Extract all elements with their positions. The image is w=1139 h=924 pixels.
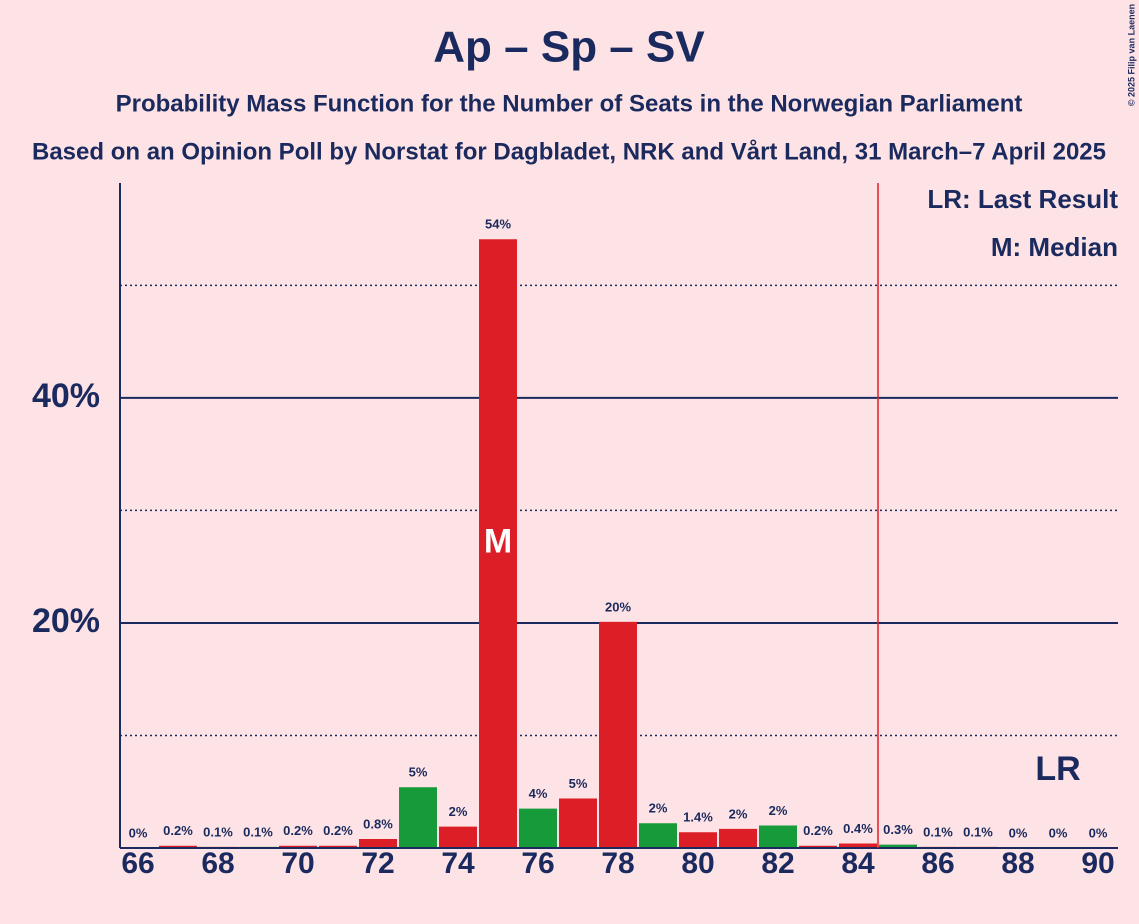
legend-entry: LR: Last Result [927,184,1118,214]
bar [839,843,877,848]
bar [319,845,357,848]
bar [439,826,477,848]
value-label: 0.3% [883,822,913,837]
median-marker: M [484,523,512,561]
bar [599,621,637,848]
value-label: 0% [1009,825,1028,840]
bar [559,798,597,848]
value-label: 0% [1089,825,1108,840]
x-tick-label: 80 [681,847,714,880]
value-label: 0.1% [963,824,993,839]
bar [359,838,397,848]
y-tick-label: 40% [32,377,100,415]
x-tick-label: 68 [201,847,234,880]
value-label: 2% [649,801,668,816]
value-label: 0.2% [323,823,353,838]
legend-entry: M: Median [991,232,1118,262]
last-result-marker: LR [1035,750,1080,788]
value-label: 2% [449,804,468,819]
value-label: 0.1% [923,824,953,839]
value-label: 1.4% [683,810,713,825]
value-label: 0.4% [843,821,873,836]
value-label: 0% [129,825,148,840]
chart-title: Ap – Sp – SV [433,23,705,72]
copyright: © 2025 Filip van Laenen [1126,4,1136,106]
value-label: 54% [485,217,511,232]
value-label: 5% [569,776,588,791]
x-tick-label: 76 [521,847,554,880]
x-tick-label: 70 [281,847,314,880]
bar [279,845,317,848]
x-tick-label: 78 [601,847,634,880]
value-label: 2% [769,803,788,818]
x-tick-label: 88 [1001,847,1034,880]
bar [719,828,757,848]
x-tick-label: 86 [921,847,954,880]
x-tick-label: 84 [841,847,875,880]
value-label: 0% [1049,825,1068,840]
bar [159,845,197,848]
value-label: 0.1% [243,824,273,839]
bar [759,825,797,848]
value-label: 20% [605,599,631,614]
value-label: 0.2% [803,823,833,838]
x-tick-label: 72 [361,847,394,880]
value-label: 4% [529,786,548,801]
x-tick-label: 90 [1081,847,1114,880]
y-tick-label: 20% [32,602,100,640]
value-label: 5% [409,765,428,780]
value-label: 0.8% [363,816,393,831]
value-label: 0.2% [163,823,193,838]
bar [639,823,677,848]
value-label: 0.2% [283,823,313,838]
bar [479,239,517,849]
bar [399,787,437,848]
bar [519,808,557,848]
bar [879,844,917,848]
value-label: 0.1% [203,824,233,839]
x-tick-label: 66 [121,847,154,880]
subtitle: Probability Mass Function for the Number… [116,90,1023,117]
bar [799,845,837,848]
value-label: 2% [729,806,748,821]
x-tick-label: 74 [441,847,475,880]
bar [679,832,717,848]
x-tick-label: 82 [761,847,794,880]
subtitle2: Based on an Opinion Poll by Norstat for … [32,138,1106,165]
